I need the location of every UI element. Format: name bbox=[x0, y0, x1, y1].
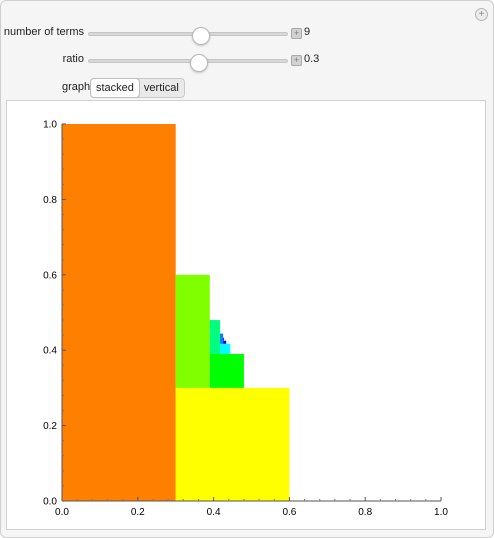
x-tick-label-2: 0.4 bbox=[207, 507, 221, 518]
ratio-label: ratio bbox=[62, 53, 84, 65]
chart: 0.0 0.2 0.4 0.6 0.8 1.0 0.0 0.2 0.4 0.6 0.8 1.0 bbox=[43, 120, 448, 519]
y-tick-label-4: 0.8 bbox=[43, 195, 57, 206]
terms-slider-thumb[interactable] bbox=[191, 27, 210, 45]
ratio-control: ratio + 0.3 bbox=[0, 50, 494, 72]
bar-6 bbox=[220, 333, 224, 344]
ratio-slider[interactable] bbox=[88, 54, 288, 72]
ratio-value: 0.3 bbox=[304, 53, 320, 65]
x-tick-label-4: 0.8 bbox=[358, 507, 372, 518]
bar-3 bbox=[209, 353, 244, 388]
bar-8 bbox=[223, 337, 225, 341]
y-tick-label-5: 1.0 bbox=[43, 120, 57, 131]
plot-panel: 0.0 0.2 0.4 0.6 0.8 1.0 0.0 0.2 0.4 0.6 0.8 1.0 bbox=[6, 100, 486, 530]
bar-0 bbox=[62, 124, 176, 501]
bar-7 bbox=[223, 340, 227, 344]
terms-label: number of terms bbox=[3, 26, 84, 38]
graph-toggle: stacked vertical bbox=[90, 78, 185, 98]
x-tick-label-5: 1.0 bbox=[434, 507, 448, 518]
y-tick-label-2: 0.4 bbox=[43, 346, 57, 357]
bar-5 bbox=[220, 343, 231, 354]
bar-2 bbox=[175, 274, 210, 388]
plus-icon[interactable]: + bbox=[475, 8, 488, 21]
graph-label: graph bbox=[62, 81, 91, 93]
y-tick-label-3: 0.6 bbox=[43, 270, 57, 281]
x-tick-label-0: 0.0 bbox=[55, 507, 69, 518]
y-tick-label-1: 0.2 bbox=[43, 421, 57, 432]
terms-value: 9 bbox=[304, 26, 311, 38]
ratio-stepper-plus-icon[interactable]: + bbox=[291, 55, 302, 66]
y-tick-label-0: 0.0 bbox=[43, 497, 57, 508]
ratio-slider-thumb[interactable] bbox=[189, 54, 208, 72]
terms-slider[interactable] bbox=[88, 27, 288, 45]
bar-4 bbox=[209, 320, 221, 354]
graph-option-vertical[interactable]: vertical bbox=[143, 82, 179, 94]
graph-option-stacked[interactable]: stacked bbox=[91, 79, 139, 97]
x-tick-label-1: 0.2 bbox=[131, 507, 145, 518]
x-tick-label-3: 0.6 bbox=[282, 507, 296, 518]
bar-1 bbox=[175, 387, 290, 501]
terms-stepper-plus-icon[interactable]: + bbox=[291, 28, 302, 39]
terms-control: number of terms + 9 bbox=[0, 23, 494, 45]
